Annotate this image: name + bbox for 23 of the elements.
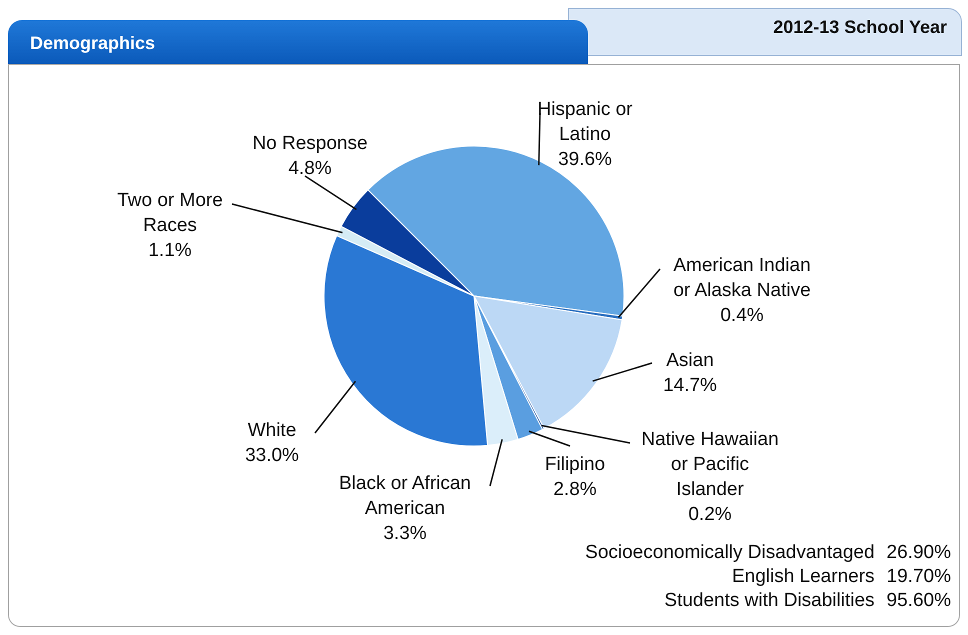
slice-label: Filipino [544,454,606,475]
data-label: 14.7% [663,375,718,396]
slice-label: Two or More Races [117,190,223,236]
slice-label: Asian [666,350,714,371]
data-label: 3.3% [383,523,427,544]
data-label: 4.8% [288,158,332,179]
slice-label: White [248,420,296,441]
data-label: 39.6% [558,149,612,170]
text: English Learners 19.70% [730,565,951,589]
slice-label: Native Hawaiian or Pacific Islander [641,429,779,500]
data-label: 33.0% [245,445,300,466]
data-label: 1.1% [148,240,192,261]
data-label: 0.4% [720,305,764,326]
data-label: 0.2% [688,504,732,525]
text: 2012-13 School Year [772,16,948,39]
slice-label: Hispanic or Latino [537,99,634,145]
text: Socioeconomically Disadvantaged 26.90% [585,541,951,565]
slice-label: American Indian or Alaska Native [673,255,811,301]
slice-label: Black or African American [339,473,471,519]
text: Students with Disabilities 95.60% [663,589,951,613]
data-label: 2.8% [553,479,597,500]
slice-label: No Response [252,133,368,154]
chart-title: Demographics [8,20,588,67]
